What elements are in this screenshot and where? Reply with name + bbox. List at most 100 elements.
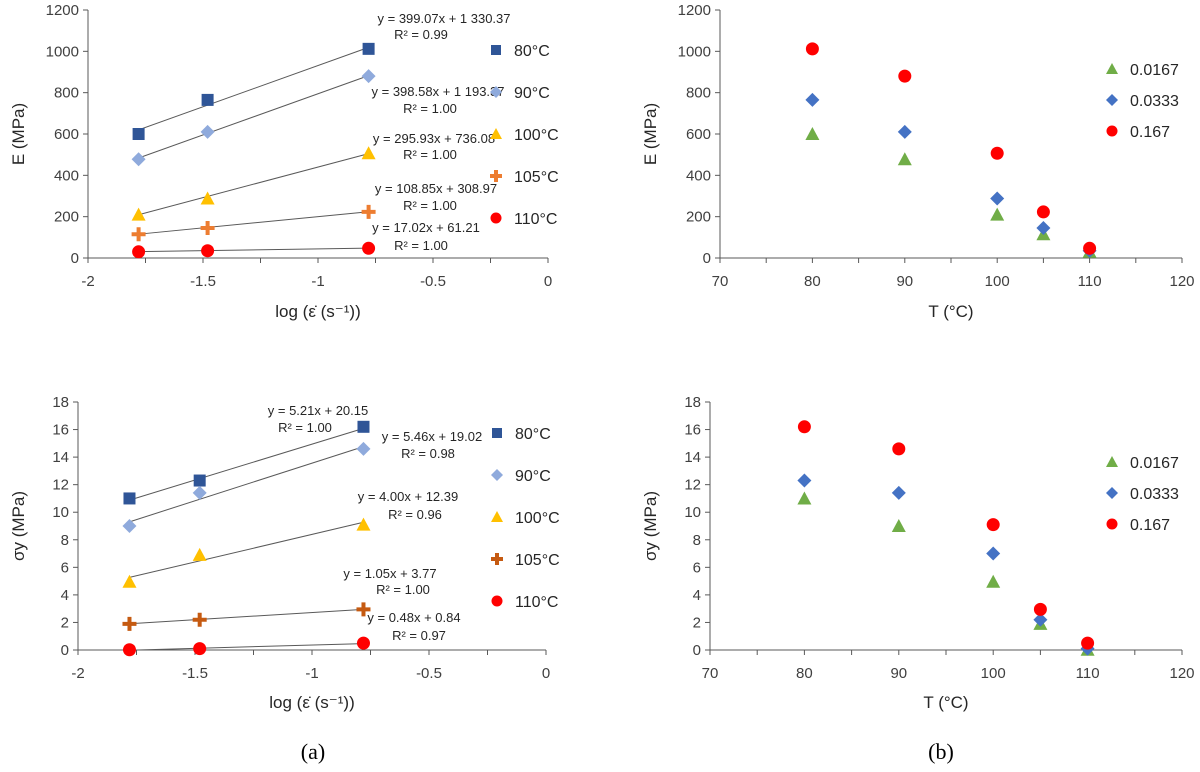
data-point [193, 642, 207, 656]
y-tick-label: 8 [61, 532, 69, 549]
chart-sigma-vs-strain-rate: 0 2 4 6 8 10 12 14 16 18 -2 -1.5 -1 -0.5 0 σy (MPa) log … [9, 394, 560, 712]
data-point [898, 69, 912, 83]
trendline-r2: R² = 1.00 [376, 582, 430, 597]
data-point [805, 92, 820, 107]
data-point [132, 128, 145, 140]
x-tick-label: 100 [981, 665, 1006, 682]
x-tick-label: -1 [311, 273, 324, 290]
y-axis-label: σy (MPa) [9, 491, 28, 561]
x-axis-label: log (ε̇ (s⁻¹)) [275, 302, 361, 321]
x-tick-label: 80 [804, 273, 821, 290]
legend-label: 90°C [515, 468, 551, 485]
data-point [201, 244, 215, 258]
trendline-r2: R² = 1.00 [394, 238, 448, 253]
y-tick-label: 4 [693, 587, 701, 604]
series-110°C: y = 17.02x + 61.21 R² = 1.00 [132, 220, 480, 259]
legend-label: 80°C [514, 43, 550, 60]
data-point [986, 574, 1001, 588]
series-0.0333 [797, 473, 1095, 656]
data-point [200, 124, 215, 139]
series-90°C: y = 5.46x + 19.02 R² = 0.98 [122, 429, 482, 533]
data-point [361, 69, 376, 84]
legend-marker [491, 595, 503, 607]
trendline [138, 247, 369, 253]
data-point [797, 491, 812, 505]
x-tick-label: -2 [81, 273, 94, 290]
data-point [805, 127, 820, 140]
legend-label: 80°C [515, 426, 551, 443]
trendline-r2: R² = 0.99 [394, 27, 448, 42]
y-tick-label: 800 [54, 85, 79, 102]
x-tick-label: 110 [1076, 665, 1100, 682]
data-point [797, 420, 811, 434]
legend-marker [1106, 94, 1118, 106]
x-tick-label: 120 [1169, 273, 1194, 290]
legend-marker [490, 170, 502, 182]
y-tick-label: 600 [54, 126, 79, 143]
data-point [357, 420, 370, 433]
series-80°C: y = 5.21x + 20.15 R² = 1.00 [123, 403, 370, 505]
data-point [361, 204, 376, 219]
series-0.167 [797, 420, 1095, 650]
trendline-equation: y = 398.58x + 1 193.37 [372, 84, 505, 99]
x-tick-label: 110 [1078, 273, 1102, 290]
panel-label-b: (b) [928, 739, 954, 764]
trendline [129, 427, 364, 501]
data-point [1033, 612, 1048, 627]
legend-label: 0.0167 [1130, 62, 1179, 79]
trendline [129, 608, 364, 625]
chart-E-vs-strain-rate: 0 200 400 600 800 1000 1200 -2 -1.5 -1 -0.5 0 E (MPa… [9, 2, 559, 321]
y-tick-label: 18 [52, 394, 69, 411]
data-point [192, 547, 207, 561]
data-point [362, 241, 376, 255]
y-axis-label: σy (MPa) [641, 491, 660, 561]
series-0.0167 [805, 127, 1097, 258]
data-point [193, 474, 206, 487]
data-point [805, 42, 819, 56]
x-tick-label: 70 [702, 665, 719, 682]
x-tick-label: -1.5 [182, 665, 208, 682]
trendline-r2: R² = 0.96 [388, 507, 442, 522]
data-point [891, 519, 906, 532]
chart-sigma-vs-temperature: 0 2 4 6 8 10 12 14 16 18 70 80 90 100 110 120 σy (MPa) T … [641, 394, 1195, 712]
data-point [131, 152, 146, 167]
data-point [990, 191, 1005, 206]
y-tick-label: 1200 [46, 2, 79, 19]
data-point [986, 518, 1000, 532]
x-axis-label: T (°C) [923, 693, 968, 712]
trendline-equation: y = 4.00x + 12.39 [358, 489, 458, 504]
x-tick-label: -1 [305, 665, 318, 682]
trendline-equation: y = 399.07x + 1 330.37 [378, 11, 511, 26]
y-axis-label: E (MPa) [9, 103, 28, 165]
legend-marker [1106, 125, 1118, 137]
data-point [122, 616, 137, 631]
series-105°C: y = 108.85x + 308.97 R² = 1.00 [131, 181, 497, 242]
y-tick-label: 800 [686, 85, 711, 102]
series-0.167 [805, 42, 1097, 255]
x-tick-label: 100 [985, 273, 1010, 290]
legend-marker [1106, 456, 1118, 467]
x-tick-label: 0 [544, 273, 552, 290]
legend-label: 105°C [514, 169, 559, 186]
trendline [129, 521, 364, 578]
y-tick-label: 14 [52, 449, 69, 466]
data-point [990, 207, 1005, 221]
y-axis-label: E (MPa) [641, 103, 660, 165]
legend-label: 0.167 [1130, 124, 1170, 141]
x-tick-label: -0.5 [416, 665, 442, 682]
data-point [122, 643, 136, 657]
series-90°C: y = 398.58x + 1 193.37 R² = 1.00 [131, 69, 505, 167]
y-tick-label: 18 [684, 394, 701, 411]
data-point [356, 441, 371, 456]
y-tick-label: 0 [693, 642, 701, 659]
x-tick-label: 0 [542, 665, 550, 682]
series-0.0333 [805, 92, 1097, 258]
y-tick-label: 14 [684, 449, 701, 466]
y-tick-label: 16 [684, 422, 701, 439]
trendline [138, 211, 369, 235]
trendline-r2: R² = 1.00 [278, 420, 332, 435]
trendline-equation: y = 5.21x + 20.15 [268, 403, 368, 418]
data-point [123, 492, 136, 505]
legend-label: 0.167 [1130, 517, 1170, 534]
